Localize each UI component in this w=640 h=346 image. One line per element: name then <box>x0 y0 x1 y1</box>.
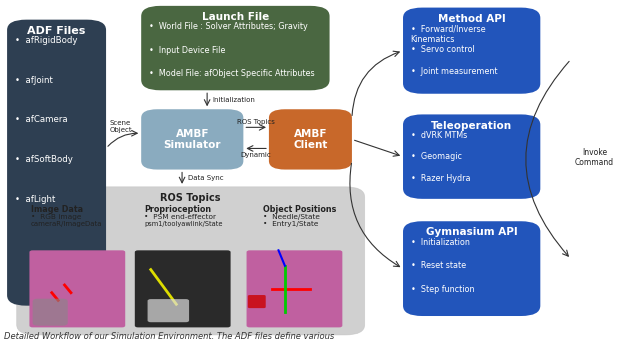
Text: •  Servo control: • Servo control <box>411 45 474 54</box>
FancyBboxPatch shape <box>403 221 540 316</box>
Text: AMBF
Client: AMBF Client <box>293 129 328 150</box>
Text: •  Model File: afObject Specific Attributes: • Model File: afObject Specific Attribut… <box>149 69 314 78</box>
Text: Image Data: Image Data <box>31 205 83 214</box>
Text: ROS Topics: ROS Topics <box>237 119 275 125</box>
Text: AMBF
Simulator: AMBF Simulator <box>164 129 221 150</box>
Text: Proprioception: Proprioception <box>145 205 211 214</box>
Text: Launch File: Launch File <box>202 12 269 22</box>
Text: •  afSoftBody: • afSoftBody <box>15 155 72 164</box>
FancyBboxPatch shape <box>29 250 125 327</box>
Text: •  Step function: • Step function <box>411 285 474 294</box>
Text: Detailed Workflow of our Simulation Environment. The ADF files define various: Detailed Workflow of our Simulation Envi… <box>4 332 334 341</box>
Text: Invoke
Command: Invoke Command <box>575 148 614 167</box>
Text: •  Geomagic: • Geomagic <box>411 152 461 161</box>
FancyBboxPatch shape <box>7 20 106 306</box>
Text: •  Reset state: • Reset state <box>411 261 466 270</box>
FancyBboxPatch shape <box>135 250 230 327</box>
Text: Data Sync: Data Sync <box>188 175 224 181</box>
FancyBboxPatch shape <box>269 109 352 170</box>
Text: •  Initialization: • Initialization <box>411 238 470 247</box>
Text: cameraR/ImageData: cameraR/ImageData <box>31 221 102 227</box>
Text: •  Joint measurement: • Joint measurement <box>411 67 497 76</box>
Text: •  Input Device File: • Input Device File <box>149 46 225 55</box>
FancyBboxPatch shape <box>403 115 540 199</box>
Text: Initialization: Initialization <box>212 97 255 103</box>
Text: Gymnasium API: Gymnasium API <box>426 227 518 237</box>
Text: •  dVRK MTMs: • dVRK MTMs <box>411 131 467 140</box>
Text: •  PSM end-effector: • PSM end-effector <box>145 214 216 220</box>
Text: •  Needle/State: • Needle/State <box>262 214 319 220</box>
FancyBboxPatch shape <box>148 299 189 322</box>
FancyBboxPatch shape <box>141 109 243 170</box>
Text: Method API: Method API <box>438 14 506 24</box>
FancyBboxPatch shape <box>33 299 68 326</box>
Text: •  World File : Solver Attributes; Gravity: • World File : Solver Attributes; Gravit… <box>149 22 308 31</box>
FancyBboxPatch shape <box>17 187 365 335</box>
FancyBboxPatch shape <box>403 8 540 94</box>
Text: •  Razer Hydra: • Razer Hydra <box>411 174 470 183</box>
Text: psm1/toolyawlink/State: psm1/toolyawlink/State <box>145 221 223 227</box>
Text: •  afJoint: • afJoint <box>15 76 52 85</box>
Text: Dynamic: Dynamic <box>241 152 271 158</box>
Text: Teleoperation: Teleoperation <box>431 121 512 131</box>
Text: •  afRigidBody: • afRigidBody <box>15 36 77 45</box>
Text: Object Positions: Object Positions <box>262 205 336 214</box>
Text: •  RGB image: • RGB image <box>31 214 81 220</box>
Text: Scene
Object: Scene Object <box>109 120 132 133</box>
FancyBboxPatch shape <box>248 295 266 308</box>
FancyBboxPatch shape <box>141 6 330 90</box>
Text: •  Forward/Inverse
Kinematics: • Forward/Inverse Kinematics <box>411 24 485 44</box>
Text: ADF Files: ADF Files <box>28 26 86 36</box>
FancyBboxPatch shape <box>246 250 342 327</box>
Text: •  Entry1/State: • Entry1/State <box>262 221 318 227</box>
Text: •  afCamera: • afCamera <box>15 116 67 125</box>
Text: •  afLight: • afLight <box>15 195 55 204</box>
Text: ROS Topics: ROS Topics <box>161 193 221 203</box>
